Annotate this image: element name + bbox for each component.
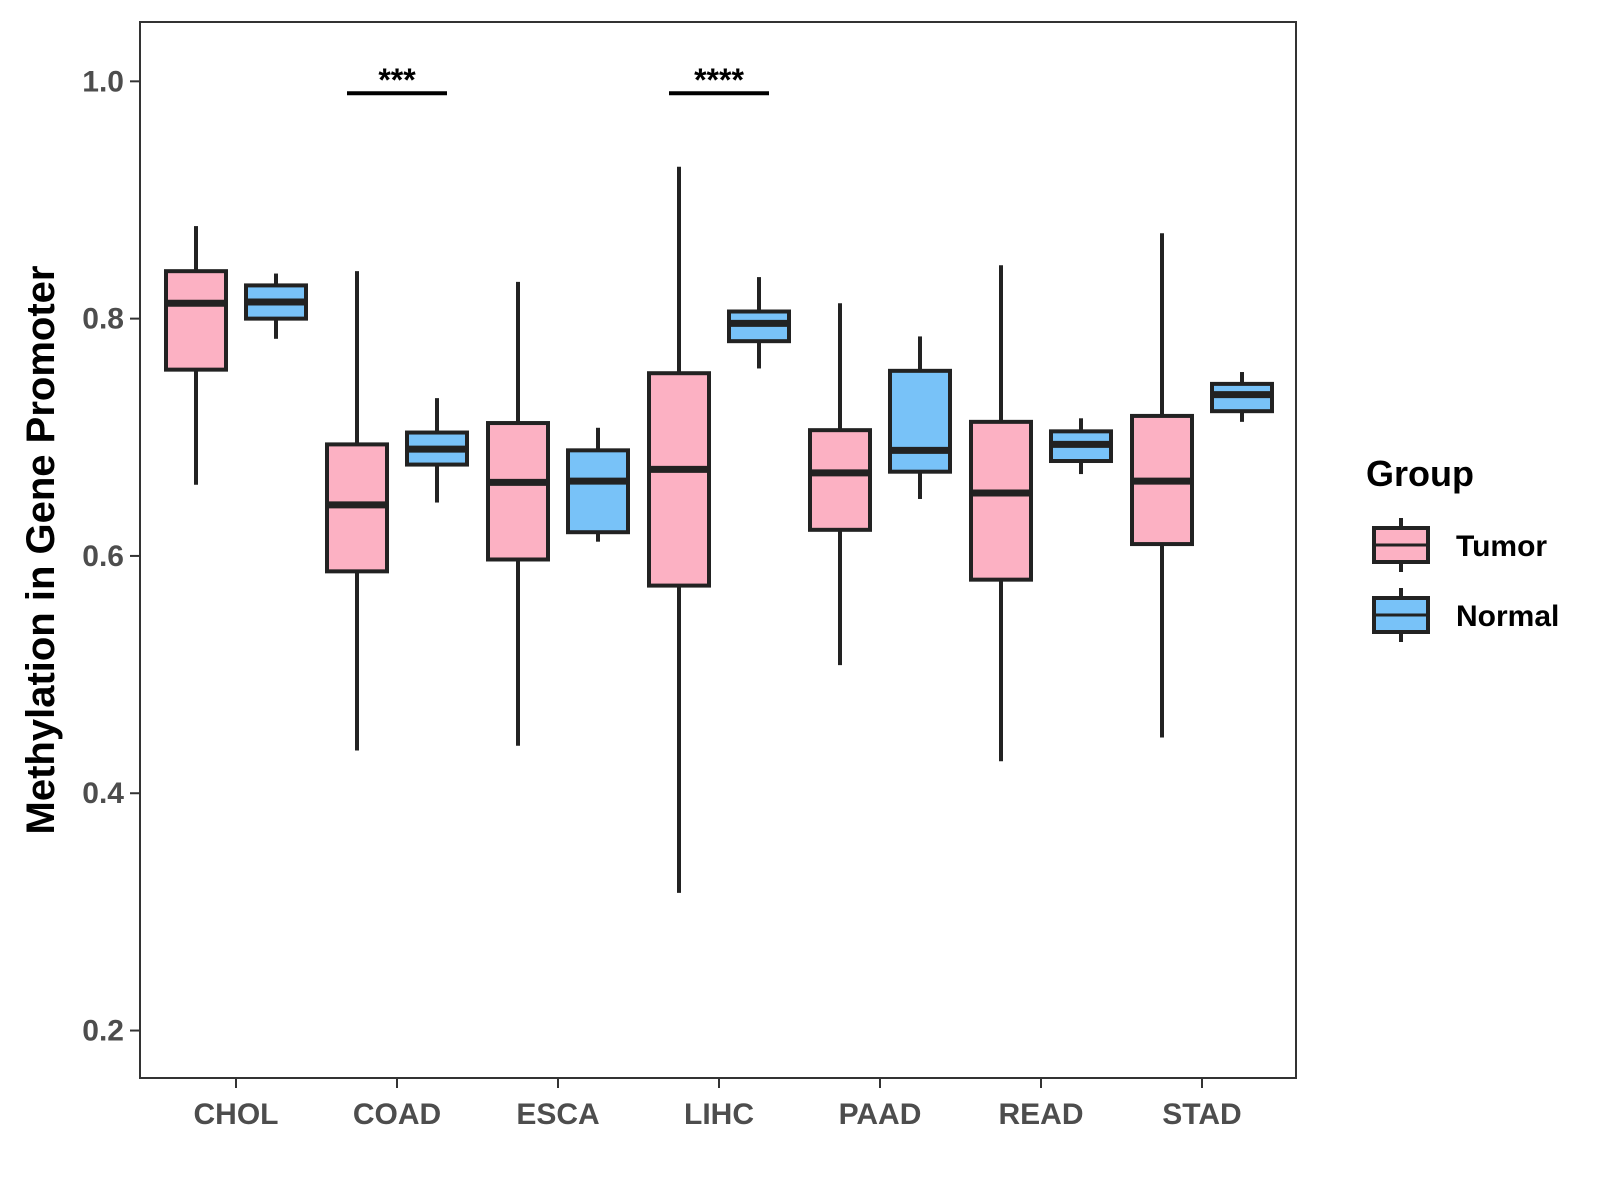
y-axis-label: Methylation in Gene Promoter [19, 266, 63, 835]
significance-label: *** [378, 62, 416, 98]
x-tick-label: COAD [353, 1098, 441, 1131]
significance-annotations: *** **** [347, 62, 769, 98]
x-tick-label: ESCA [516, 1098, 599, 1131]
box-normal-paad [888, 336, 952, 499]
legend-label: Normal [1456, 600, 1559, 633]
box-normal-stad [1210, 372, 1274, 422]
box-normal-lihc [727, 277, 791, 369]
box-tumor-stad [1130, 233, 1194, 738]
box-body [808, 428, 872, 532]
x-tick-label: STAD [1162, 1098, 1241, 1131]
box-tumor-chol [164, 226, 228, 485]
y-tick-label: 0.6 [82, 540, 124, 573]
legend-key-normal [1372, 588, 1430, 642]
y-tick-label: 0.4 [82, 777, 124, 810]
legend-label: Tumor [1456, 530, 1547, 563]
box-body [164, 269, 228, 372]
y-tick-label: 0.8 [82, 303, 124, 336]
box-series [164, 166, 1274, 893]
box-tumor-paad [808, 303, 872, 666]
box-normal-read [1049, 418, 1113, 475]
y-tick-label: 1.0 [82, 65, 124, 98]
x-tick-label: LIHC [684, 1098, 754, 1131]
x-tick-label: CHOL [194, 1098, 279, 1131]
box-body [486, 421, 550, 562]
box-body [566, 448, 630, 535]
box-tumor-read [969, 265, 1033, 762]
legend: Group Tumor Normal [1366, 453, 1559, 642]
legend-title: Group [1366, 453, 1474, 494]
y-axis: 0.2 0.4 0.6 0.8 1.0 [82, 65, 140, 1048]
legend-key-tumor [1372, 518, 1430, 572]
box-body [969, 419, 1033, 582]
y-tick-label: 0.2 [82, 1015, 124, 1048]
box-body [647, 371, 711, 588]
box-normal-coad [405, 398, 469, 503]
significance-label: **** [694, 62, 744, 98]
x-tick-label: PAAD [839, 1098, 922, 1131]
box-tumor-coad [325, 271, 389, 751]
box-normal-esca [566, 427, 630, 542]
x-axis: CHOL COAD ESCA LIHC PAAD READ STAD [194, 1078, 1242, 1131]
box-normal-chol [244, 273, 308, 339]
box-tumor-esca [486, 281, 550, 746]
box-tumor-lihc [647, 166, 711, 893]
plot-panel [139, 21, 1297, 1079]
x-tick-label: READ [998, 1098, 1083, 1131]
box-body [888, 368, 952, 474]
